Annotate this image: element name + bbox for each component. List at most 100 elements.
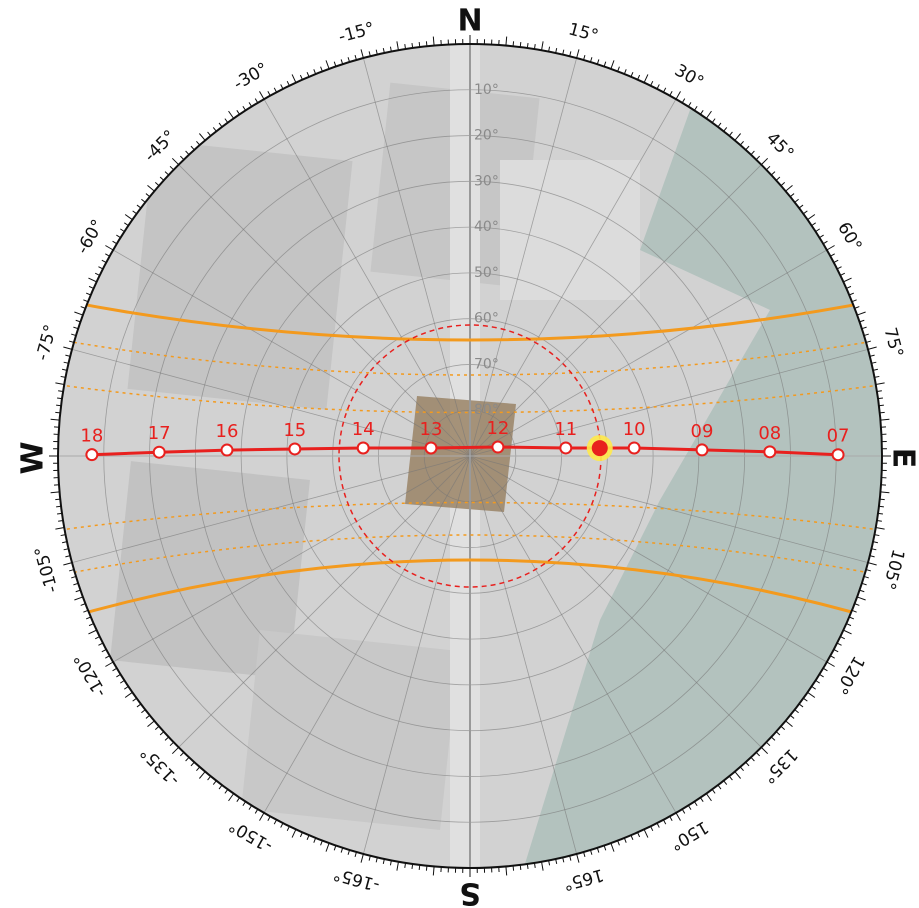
altitude-label: 30° bbox=[474, 173, 499, 189]
ring-tick bbox=[830, 253, 835, 257]
azimuth-label: -150° bbox=[226, 815, 277, 856]
ring-tick bbox=[871, 361, 877, 364]
ring-tick bbox=[147, 720, 155, 727]
hour-point bbox=[85, 448, 99, 462]
ring-tick bbox=[73, 326, 79, 330]
ring-tick bbox=[58, 519, 64, 522]
ring-tick bbox=[840, 636, 846, 640]
azimuth-label: -105° bbox=[31, 544, 63, 595]
ring-tick bbox=[877, 397, 884, 400]
ring-tick bbox=[569, 855, 572, 861]
ring-tick bbox=[822, 667, 828, 672]
ring-tick bbox=[711, 118, 716, 123]
ring-tick bbox=[224, 789, 229, 794]
azimuth-grid bbox=[263, 98, 471, 457]
ring-tick bbox=[836, 642, 842, 646]
ring-tick bbox=[396, 861, 399, 871]
ring-tick bbox=[199, 133, 206, 141]
ring-tick bbox=[171, 157, 180, 166]
ring-tick bbox=[555, 858, 558, 864]
azimuth-grid bbox=[469, 348, 869, 457]
ring-tick bbox=[389, 860, 392, 866]
ring-tick bbox=[775, 731, 781, 736]
ring-tick bbox=[63, 562, 73, 566]
ring-tick bbox=[859, 319, 865, 323]
ring-tick bbox=[299, 74, 303, 80]
ring-tick bbox=[880, 418, 890, 421]
ring-tick bbox=[693, 801, 698, 806]
ring-tick bbox=[675, 91, 681, 100]
ring-tick bbox=[843, 277, 852, 283]
ring-tick bbox=[798, 204, 804, 209]
ring-tick bbox=[62, 368, 68, 371]
ring-tick bbox=[533, 862, 536, 868]
ring-tick bbox=[56, 512, 63, 515]
ring-tick bbox=[159, 176, 165, 181]
ring-tick bbox=[872, 368, 878, 371]
ring-tick bbox=[136, 703, 142, 708]
ring-tick bbox=[340, 59, 344, 65]
ring-tick bbox=[62, 541, 68, 544]
ring-tick bbox=[306, 835, 310, 841]
ring-tick bbox=[815, 679, 820, 684]
ring-tick bbox=[875, 382, 885, 385]
ring-tick bbox=[207, 775, 212, 781]
ring-tick bbox=[55, 382, 65, 385]
ring-tick bbox=[88, 623, 94, 627]
winter-curve bbox=[59, 558, 881, 622]
ring-tick bbox=[432, 866, 435, 876]
ring-tick bbox=[876, 519, 882, 522]
ring-tick bbox=[179, 752, 185, 757]
ring-tick bbox=[846, 623, 852, 627]
ring-tick bbox=[63, 346, 73, 350]
ring-tick bbox=[849, 292, 855, 296]
ring-tick bbox=[411, 863, 414, 870]
ring-tick bbox=[280, 84, 284, 90]
ring-tick bbox=[85, 616, 91, 620]
ring-tick bbox=[325, 842, 330, 852]
azimuth-label: -120° bbox=[70, 650, 111, 701]
azimuth-label: -60° bbox=[73, 216, 108, 257]
ring-tick bbox=[854, 306, 860, 309]
altitude-label: 60° bbox=[474, 311, 499, 327]
ring-tick bbox=[723, 780, 728, 785]
ring-tick bbox=[320, 66, 323, 72]
ring-tick bbox=[755, 752, 761, 757]
ring-tick bbox=[228, 793, 235, 802]
ring-tick bbox=[325, 60, 330, 70]
azimuth-grid bbox=[469, 57, 578, 457]
ring-tick bbox=[418, 42, 421, 48]
ring-tick bbox=[55, 527, 65, 530]
ring-tick bbox=[164, 171, 170, 176]
ring-tick bbox=[88, 285, 94, 289]
ring-tick bbox=[766, 165, 771, 171]
ring-tick bbox=[669, 91, 673, 96]
ring-tick bbox=[55, 411, 61, 414]
ring-tick bbox=[132, 697, 137, 702]
hour-label: 07 bbox=[827, 426, 850, 447]
ring-tick bbox=[196, 766, 201, 772]
ring-tick bbox=[854, 603, 860, 606]
ring-tick bbox=[811, 222, 816, 227]
hour-point bbox=[627, 441, 641, 455]
ring-tick bbox=[775, 176, 781, 181]
ring-tick bbox=[617, 66, 620, 72]
ring-tick bbox=[519, 42, 522, 48]
ring-tick bbox=[819, 234, 824, 239]
ring-tick bbox=[875, 527, 885, 530]
ring-tick bbox=[728, 775, 733, 781]
ring-tick bbox=[630, 71, 634, 77]
azimuth-label: 105° bbox=[878, 547, 908, 592]
ring-tick bbox=[65, 555, 71, 558]
ring-tick bbox=[74, 596, 84, 601]
ring-tick bbox=[105, 655, 110, 659]
azimuth-label: 75° bbox=[880, 325, 907, 359]
ring-tick bbox=[867, 346, 877, 350]
ring-tick bbox=[63, 361, 69, 364]
ring-tick bbox=[734, 133, 741, 141]
ring-tick bbox=[869, 555, 875, 558]
ring-tick bbox=[687, 805, 692, 810]
ring-tick bbox=[811, 685, 816, 690]
azimuth-grid bbox=[178, 455, 471, 748]
ring-tick bbox=[576, 49, 580, 59]
